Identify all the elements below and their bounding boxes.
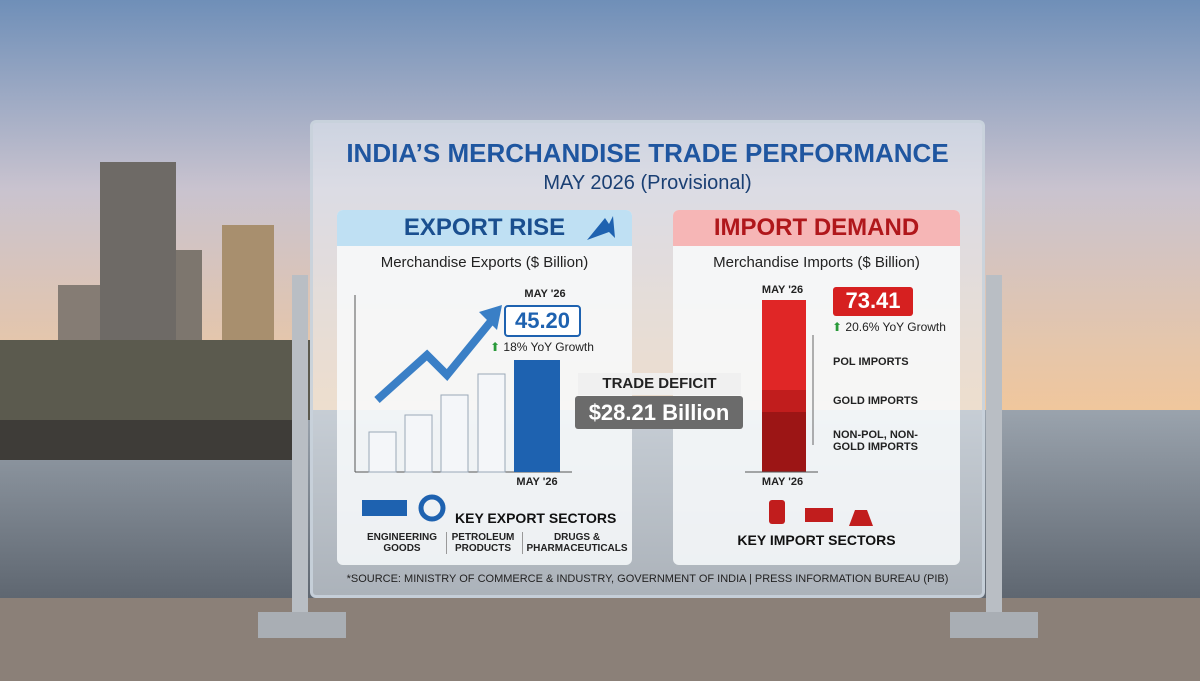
value-badge (504, 305, 581, 337)
gold-icon (849, 510, 873, 526)
growth-text: 18% YoY Growth (503, 340, 594, 354)
barrel-icon (769, 500, 785, 524)
segment-label: GOLD IMPORTS (833, 395, 918, 407)
sectors-title: KEY IMPORT SECTORS (737, 532, 896, 548)
ingot-icon (805, 508, 833, 522)
ship-icon (362, 500, 407, 516)
gear-icon (418, 494, 446, 522)
up-arrow: ⬆ (490, 340, 501, 354)
export-header: EXPORT RISE (337, 210, 632, 246)
import-value: 73.41 (845, 288, 901, 313)
pol-segment (762, 300, 806, 390)
sectors-title: KEY EXPORT SECTORS (455, 510, 617, 526)
bar (477, 373, 506, 473)
rise-icon (587, 216, 615, 240)
growth-text: 20.6% YoY Growth (845, 320, 946, 334)
bar (368, 431, 397, 473)
source: *SOURCE: MINISTRY OF COMMERCE & INDUSTRY… (346, 573, 949, 585)
bar (404, 414, 433, 473)
export-subtitle: Merchandise Exports ($ Billion) (380, 254, 589, 271)
export-value: 45.20 (514, 308, 571, 333)
deficit-value: $28.21 Billion (575, 396, 743, 429)
export-graphic (354, 216, 615, 522)
sector: PETROLEUM PRODUCTS (446, 532, 519, 554)
gold-segment (762, 390, 806, 412)
title: INDIA’S MERCHANDISE TRADE PERFORMANCE (346, 138, 949, 168)
export-growth: ⬆ 18% YoY Growth (490, 340, 594, 354)
value-badge (833, 287, 913, 316)
subtitle: MAY 2026 (Provisional) (543, 172, 752, 194)
period-label: MAY '26 (761, 476, 804, 488)
deficit-label: TRADE DEFICIT (578, 373, 741, 395)
bar (514, 360, 560, 472)
segment-label: NON-POL, NON-GOLD IMPORTS (833, 429, 918, 453)
period-label: MAY '26 (524, 288, 566, 300)
period-label: MAY '26 (761, 284, 804, 296)
trend-arrow (374, 317, 496, 403)
import-growth: ⬆ 20.6% YoY Growth (832, 320, 946, 334)
segment-label: POL IMPORTS (833, 356, 909, 368)
sector: ENGINEERING GOODS (366, 532, 437, 554)
up-arrow: ⬆ (832, 320, 843, 334)
other-segment (762, 412, 806, 472)
trend-arrow-head (479, 305, 502, 330)
bar (440, 394, 469, 473)
import-graphic (745, 287, 913, 526)
period-label: MAY '26 (516, 476, 558, 488)
import-subtitle: Merchandise Imports ($ Billion) (713, 254, 920, 271)
import-header: IMPORT DEMAND (673, 210, 960, 246)
sector: DRUGS & PHARMACEUTICALS (522, 532, 631, 554)
